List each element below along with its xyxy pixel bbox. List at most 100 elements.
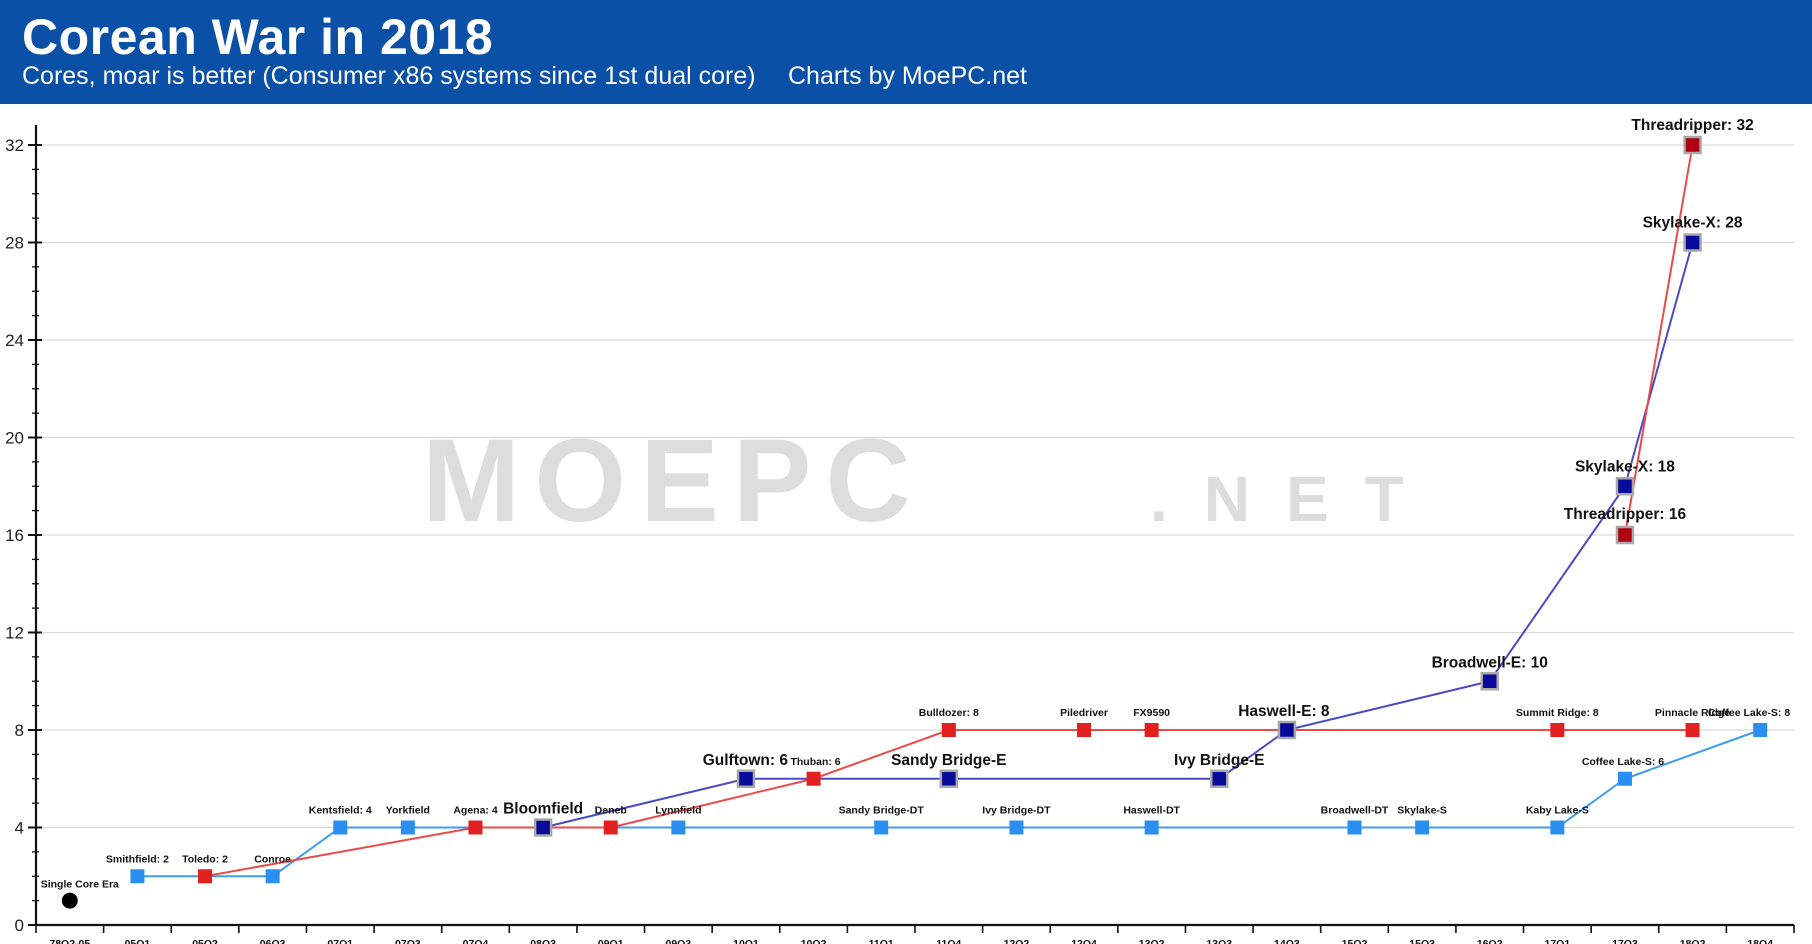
amd-marker (468, 820, 483, 835)
intel_mainstream-marker (874, 820, 889, 835)
point-label: Bloomfield (503, 801, 583, 818)
point-label: Bulldozer: 8 (919, 707, 979, 719)
point-label: Single Core Era (41, 879, 119, 891)
point-label: Coffee Lake-S: 8 (1708, 707, 1790, 719)
amd_hedt-line (1623, 144, 1694, 536)
amd-marker (198, 869, 213, 884)
watermark-main: MOEPC (422, 415, 925, 547)
point-label: Pinnacle Ridge (1655, 707, 1730, 719)
point-label: Toledo: 2 (182, 853, 228, 865)
x-tick-label: 07Q1 (327, 938, 353, 944)
single-core-marker (61, 892, 78, 909)
point-label: Agena: 4 (453, 805, 498, 817)
chart-subtitle: Cores, moar is better (Consumer x86 syst… (22, 62, 756, 90)
point-label: Broadwell-E: 10 (1432, 654, 1548, 671)
x-tick-label: 11Q1 (869, 938, 894, 944)
watermark: MOEPC .NET (422, 415, 1440, 547)
point-label: Threadripper: 32 (1631, 117, 1753, 134)
x-tick-label: 07Q4 (463, 938, 489, 944)
intel_mainstream-marker (1347, 820, 1362, 835)
intel_hedt-marker (1480, 672, 1499, 691)
amd-marker (603, 820, 618, 835)
intel_hedt-marker (533, 818, 553, 837)
intel_mainstream-marker (1550, 820, 1565, 835)
x-tick-label: 15Q2 (1342, 938, 1368, 944)
x-tick-label: 11Q4 (936, 938, 961, 944)
intel_hedt-marker (1277, 720, 1297, 740)
point-label: Haswell-E: 8 (1238, 703, 1330, 720)
point-label: Piledriver (1060, 707, 1108, 719)
y-tick-label: 24 (5, 331, 24, 350)
core-count-chart: MOEPC .NET 0 4 8 12 16 20 24 28 32 78Q2-05 05Q1 05Q… (5, 117, 1795, 944)
y-tick-label: 12 (5, 624, 24, 643)
intel_mainstream-marker (1753, 723, 1768, 737)
watermark-net: .NET (1150, 463, 1440, 535)
point-label: Smithfield: 2 (106, 853, 169, 865)
point-label: Summit Ridge: 8 (1516, 707, 1599, 719)
x-tick-label: 10Q1 (733, 938, 759, 944)
intel_hedt-marker (939, 769, 959, 788)
axes: 0 4 8 12 16 20 24 28 32 78Q2-05 05Q1 05Q2 06Q3 07Q1 07… (5, 125, 1795, 944)
amd-marker (806, 771, 821, 786)
intel_mainstream-marker (1617, 771, 1632, 786)
x-tick-label: 17Q3 (1612, 938, 1638, 944)
y-tick-label: 4 (15, 819, 24, 838)
intel_hedt-marker (1210, 769, 1229, 788)
x-tick-label: 18Q2 (1680, 938, 1706, 944)
intel_hedt-line (542, 242, 1694, 829)
amd_hedt-marker (1683, 135, 1702, 155)
x-tick-label: 14Q3 (1274, 938, 1300, 944)
point-label: Ivy Bridge-E (1174, 752, 1264, 769)
intel_hedt-marker (736, 769, 756, 788)
x-tick-label: 78Q2-05 (49, 938, 90, 944)
intel_mainstream-marker (1415, 820, 1430, 835)
y-tick-label: 0 (15, 916, 24, 935)
point-label: Skylake-S (1397, 805, 1447, 817)
intel_mainstream-marker (333, 820, 348, 835)
intel_mainstream-marker (671, 820, 686, 835)
amd-marker (1685, 723, 1700, 737)
amd_hedt-marker (1615, 525, 1635, 545)
x-tick-label: 10Q2 (801, 938, 827, 944)
point-label: Gulftown: 6 (703, 752, 789, 769)
point-label: Kaby Lake-S (1526, 805, 1589, 817)
point-label: Ivy Bridge-DT (982, 805, 1051, 817)
intel_mainstream-marker (400, 820, 415, 835)
amd-marker (1550, 723, 1565, 737)
x-tick-label: 13Q2 (1139, 938, 1165, 944)
series-markers (61, 135, 1768, 909)
point-label: Kentsfield: 4 (309, 805, 372, 817)
x-tick-label: 06Q3 (260, 938, 286, 944)
x-tick-label: 09Q1 (598, 938, 624, 944)
x-tick-label: 13Q3 (1206, 938, 1232, 944)
y-tick-label: 16 (5, 526, 24, 545)
x-tick-label: 07Q3 (395, 938, 421, 944)
intel_mainstream-marker (1009, 820, 1024, 835)
x-tick-label: 05Q1 (125, 938, 151, 944)
amd-marker (1144, 723, 1159, 737)
amd-marker (941, 723, 956, 737)
point-label: Conroe (254, 853, 291, 865)
point-labels: Smithfield: 2 Conroe Kentsfield: 4 Yorkfiel… (41, 117, 1791, 891)
point-label: Broadwell-DT (1321, 805, 1389, 817)
point-label: Skylake-X: 28 (1643, 215, 1743, 232)
x-tick-label: 16Q2 (1477, 938, 1503, 944)
y-tick-label: 8 (15, 721, 24, 740)
y-tick-label: 28 (5, 234, 24, 253)
point-label: Thuban: 6 (790, 756, 840, 768)
point-label: Deneb (595, 805, 627, 817)
point-label: Skylake-X: 18 (1575, 458, 1675, 475)
x-tick-label: 12Q2 (1004, 938, 1030, 944)
point-label: Coffee Lake-S: 6 (1582, 756, 1664, 768)
intel_mainstream-marker (1144, 820, 1159, 835)
point-label: Lynnfield (655, 805, 701, 817)
x-tick-label: 08Q3 (530, 938, 556, 944)
x-tick-label: 18Q4 (1747, 938, 1773, 944)
x-tick-label: 09Q3 (666, 938, 692, 944)
intel_mainstream-marker (265, 869, 280, 884)
x-tick-label: 15Q3 (1409, 938, 1435, 944)
intel_hedt-marker (1683, 233, 1702, 252)
grid-lines (36, 144, 1794, 829)
point-label: FX9590 (1133, 707, 1170, 719)
point-label: Haswell-DT (1123, 805, 1180, 817)
